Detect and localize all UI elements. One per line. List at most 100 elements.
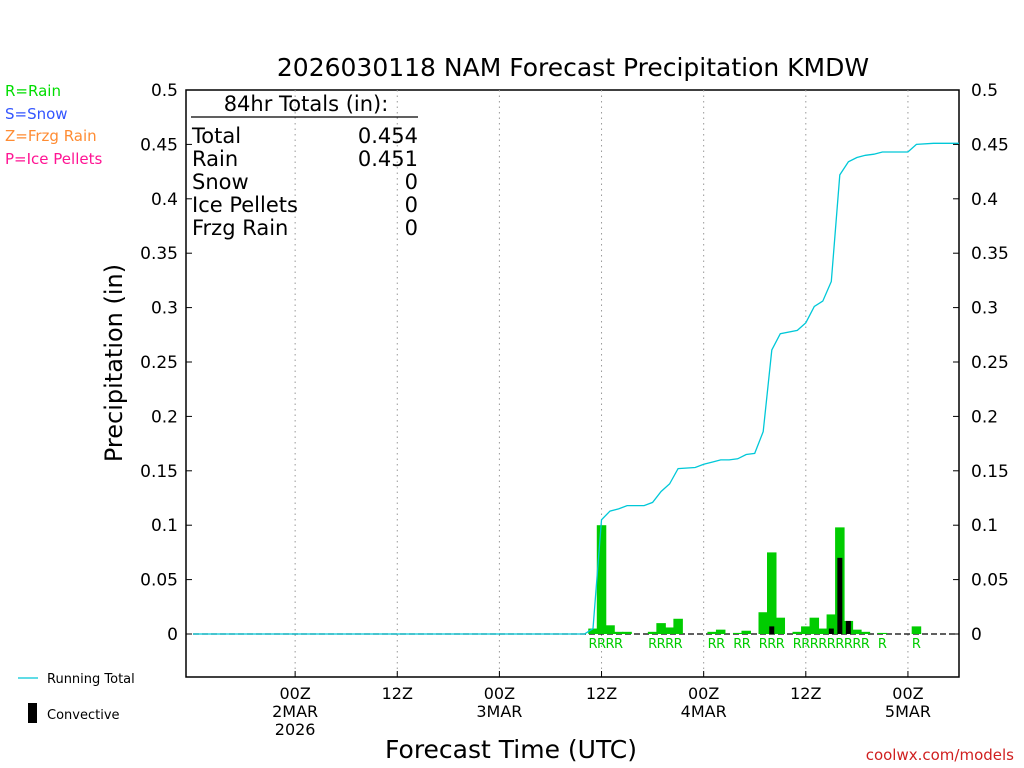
convective-swatch xyxy=(28,703,37,723)
y-tick-label-left-5: 0.25 xyxy=(140,353,178,373)
totals-value-ice-pellets: 0 xyxy=(405,193,418,217)
ptype-legend: R=Rain S=Snow Z=Frzg Rain P=Ice Pellets xyxy=(5,82,102,168)
y-tick-label-right-9: 0.45 xyxy=(971,135,1009,155)
legend-running-total: Running Total xyxy=(47,672,135,687)
ptype-label-12: R xyxy=(759,637,768,652)
rain-bar-11 xyxy=(732,632,743,634)
convective-bar-1 xyxy=(828,628,834,634)
x-tick-label-6-0: 00Z xyxy=(892,684,923,703)
y-tick-label-left-4: 0.2 xyxy=(151,407,178,427)
ptype-label-4: R xyxy=(648,637,657,652)
y-tick-label-right-6: 0.3 xyxy=(971,299,998,319)
x-tick-label-5-0: 12Z xyxy=(790,684,821,703)
running-total-line xyxy=(193,142,959,635)
y-tick-label-left-7: 0.35 xyxy=(140,244,178,264)
rain-bar-0 xyxy=(588,628,598,634)
x-tick-label-6-1: 5MAR xyxy=(885,702,931,721)
ptype-label-17: R xyxy=(810,637,819,652)
ptype-label-23: R xyxy=(861,637,870,652)
y-tick-label-left-6: 0.3 xyxy=(151,299,178,319)
chart-title: 2026030118 NAM Forecast Precipitation KM… xyxy=(277,53,869,82)
ptype-label-5: R xyxy=(657,637,666,652)
totals-label-frzg-rain: Frzg Rain xyxy=(192,216,288,240)
series-legend: Running Total Convective xyxy=(18,672,135,723)
x-tick-label-4-0: 00Z xyxy=(688,684,719,703)
rain-bar-25 xyxy=(877,632,888,634)
y-tick-label-right-2: 0.1 xyxy=(971,516,998,536)
rain-bar-12 xyxy=(741,630,751,634)
rain-bar-3 xyxy=(613,631,624,634)
ptype-label-3: R xyxy=(614,637,623,652)
ptype-label-2: R xyxy=(606,637,615,652)
rain-bar-24 xyxy=(860,631,871,634)
x-tick-label-0-1: 2MAR xyxy=(272,702,318,721)
rain-bar-26 xyxy=(911,626,922,634)
totals-label-ice-pellets: Ice Pellets xyxy=(192,193,298,217)
rain-bar-14 xyxy=(767,552,777,634)
totals-value-snow: 0 xyxy=(405,170,418,194)
rain-bar-5 xyxy=(647,631,658,634)
totals-value-total: 0.454 xyxy=(358,124,418,148)
ptype-label-8: R xyxy=(708,637,717,652)
x-tick-label-2-0: 00Z xyxy=(484,684,515,703)
rain-bar-23 xyxy=(852,629,862,634)
y-tick-label-left-0: 0 xyxy=(167,625,178,645)
y-tick-label-left-10: 0.5 xyxy=(151,81,178,101)
totals-label-total: Total xyxy=(191,124,241,148)
x-tick-label-0-0: 00Z xyxy=(279,684,310,703)
ptype-label-9: R xyxy=(716,637,725,652)
x-tick-label-2-1: 3MAR xyxy=(476,702,522,721)
rain-bar-17 xyxy=(801,626,811,634)
y-tick-label-left-3: 0.15 xyxy=(140,462,178,482)
rain-bar-2 xyxy=(605,625,615,634)
totals-label-snow: Snow xyxy=(192,170,249,194)
ptype-label-19: R xyxy=(827,637,836,652)
y-tick-label-right-8: 0.4 xyxy=(971,190,998,210)
legend-snow: S=Snow xyxy=(5,105,68,123)
ptype-label-14: R xyxy=(776,637,785,652)
ptype-label-0: R xyxy=(588,637,597,652)
rain-bar-13 xyxy=(758,612,768,634)
rain-bar-16 xyxy=(792,631,803,634)
y-tick-label-left-1: 0.05 xyxy=(140,571,178,591)
rain-bar-15 xyxy=(775,617,786,634)
x-tick-label-1-0: 12Z xyxy=(382,684,413,703)
y-tick-label-left-2: 0.1 xyxy=(151,516,178,536)
y-tick-label-left-9: 0.45 xyxy=(140,135,178,155)
y-tick-label-right-0: 0 xyxy=(971,625,982,645)
y-tick-label-right-3: 0.15 xyxy=(971,462,1009,482)
ptype-label-11: R xyxy=(742,637,751,652)
rain-bar-20 xyxy=(826,614,837,634)
ptype-label-6: R xyxy=(665,637,674,652)
legend-ice-pellets: P=Ice Pellets xyxy=(5,150,102,168)
credit-text: coolwx.com/models xyxy=(866,746,1014,764)
totals-value-frzg-rain: 0 xyxy=(405,216,418,240)
ptype-label-20: R xyxy=(835,637,844,652)
ptype-label-24: R xyxy=(878,637,887,652)
ptype-label-18: R xyxy=(818,637,827,652)
rain-bar-19 xyxy=(818,628,828,634)
legend-rain: R=Rain xyxy=(5,82,61,100)
rain-bar-6 xyxy=(656,623,666,634)
rain-bars xyxy=(588,525,922,634)
ptype-label-22: R xyxy=(852,637,861,652)
rain-bar-8 xyxy=(673,618,683,634)
y-tick-label-left-8: 0.4 xyxy=(151,190,178,210)
convective-bar-0 xyxy=(769,626,775,634)
rain-bar-9 xyxy=(707,631,717,634)
y-tick-label-right-5: 0.25 xyxy=(971,353,1009,373)
x-tick-label-3-0: 12Z xyxy=(586,684,617,703)
rain-bar-18 xyxy=(809,617,820,634)
rain-bar-4 xyxy=(622,631,632,634)
ptype-label-21: R xyxy=(844,637,853,652)
y-axis-right: 0 0.05 0.1 0.15 0.2 0.25 0.3 0.35 0.4 0.45 0.5 xyxy=(953,81,1009,645)
rain-bar-10 xyxy=(715,629,726,634)
x-tick-label-0-2: 2026 xyxy=(275,720,316,739)
y-axis-label: Precipitation (in) xyxy=(100,264,128,462)
ptype-label-13: R xyxy=(767,637,776,652)
y-axis-left: 0 0.05 0.1 0.15 0.2 0.25 0.3 0.35 0.4 0.45 0.5 xyxy=(140,81,192,645)
ptype-label-15: R xyxy=(793,637,802,652)
